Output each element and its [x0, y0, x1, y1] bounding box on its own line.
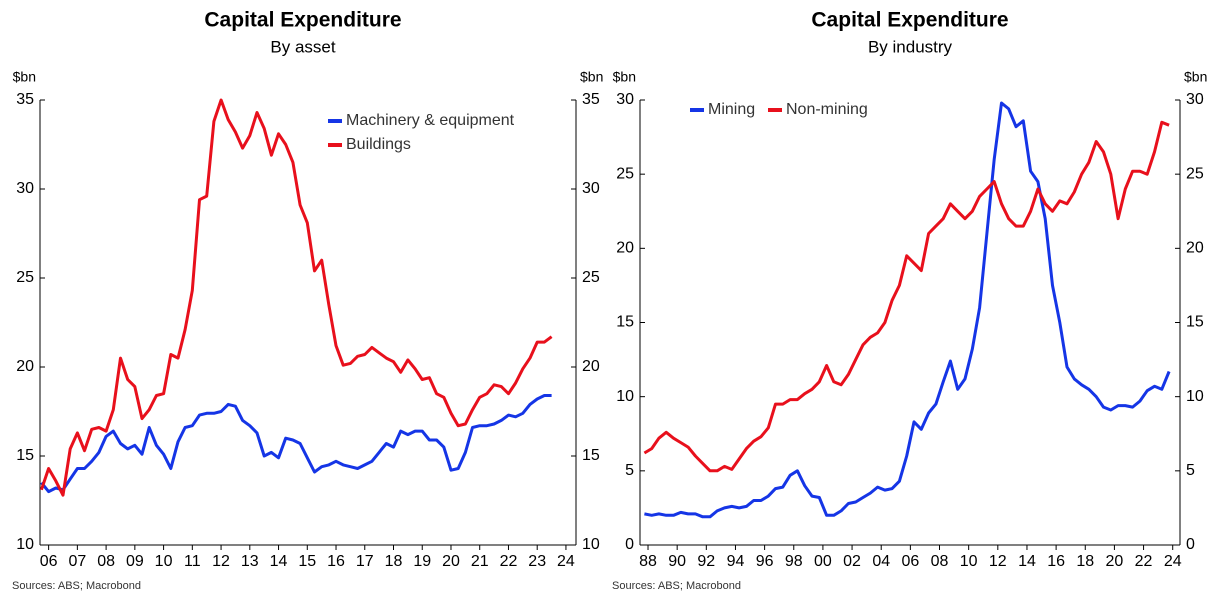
x-tick-label: 21 — [471, 553, 489, 570]
x-tick-label: 22 — [500, 553, 518, 570]
x-tick-label: 20 — [1106, 553, 1124, 570]
y-tick-label: 10 — [16, 536, 34, 553]
series-line — [644, 101, 1171, 519]
y2-tick-label: 20 — [582, 358, 600, 375]
x-tick-label: 14 — [1018, 553, 1036, 570]
x-tick-label: 19 — [413, 553, 431, 570]
y-tick-label: 25 — [616, 165, 634, 182]
legend-label: Non-mining — [786, 101, 868, 118]
x-tick-label: 90 — [668, 553, 686, 570]
x-tick-label: 09 — [126, 553, 144, 570]
x-tick-label: 18 — [385, 553, 403, 570]
y-tick-label: 25 — [16, 269, 34, 286]
source-note: Sources: ABS; Macrobond — [12, 580, 141, 592]
y2-tick-label: 5 — [1186, 462, 1195, 479]
x-tick-label: 10 — [155, 553, 173, 570]
y-tick-label: 0 — [625, 536, 634, 553]
chart-title: Capital Expenditure — [811, 9, 1008, 32]
y2-tick-label: 10 — [582, 536, 600, 553]
x-tick-label: 23 — [528, 553, 546, 570]
x-tick-label: 08 — [931, 553, 949, 570]
x-tick-label: 13 — [241, 553, 259, 570]
y2-tick-label: 30 — [1186, 91, 1204, 108]
x-tick-label: 00 — [814, 553, 832, 570]
x-tick-label: 07 — [68, 553, 86, 570]
y-tick-label: 15 — [16, 447, 34, 464]
legend-label: Machinery & equipment — [346, 112, 515, 129]
x-tick-label: 17 — [356, 553, 374, 570]
x-tick-label: 18 — [1076, 553, 1094, 570]
x-tick-label: 16 — [1047, 553, 1065, 570]
series-line — [39, 98, 553, 497]
series-line — [40, 394, 552, 494]
legend-label: Mining — [708, 101, 755, 118]
y-tick-label: 15 — [616, 314, 634, 331]
chart-subtitle: By industry — [868, 37, 953, 56]
y2-tick-label: 20 — [1186, 240, 1204, 257]
x-tick-label: 02 — [843, 553, 861, 570]
x-tick-label: 10 — [960, 553, 978, 570]
x-tick-label: 98 — [785, 553, 803, 570]
y-tick-label: 5 — [625, 462, 634, 479]
legend-label: Buildings — [346, 136, 411, 153]
y-tick-label: 30 — [616, 91, 634, 108]
x-tick-label: 16 — [327, 553, 345, 570]
x-tick-label: 12 — [212, 553, 230, 570]
chart-subtitle: By asset — [270, 37, 335, 56]
x-tick-label: 14 — [270, 553, 288, 570]
x-tick-label: 20 — [442, 553, 460, 570]
y2-tick-label: 15 — [1186, 314, 1204, 331]
y-tick-label: 20 — [16, 358, 34, 375]
y-axis-unit: $bn — [613, 69, 636, 85]
y2-tick-label: 0 — [1186, 536, 1195, 553]
chart-title: Capital Expenditure — [204, 9, 401, 32]
x-tick-label: 06 — [901, 553, 919, 570]
x-tick-label: 08 — [97, 553, 115, 570]
source-note: Sources: ABS; Macrobond — [612, 580, 741, 592]
y2-tick-label: 35 — [582, 91, 600, 108]
x-tick-label: 88 — [639, 553, 657, 570]
series-line — [643, 120, 1170, 473]
y2-tick-label: 25 — [1186, 165, 1204, 182]
x-tick-label: 24 — [1164, 553, 1182, 570]
x-tick-label: 12 — [989, 553, 1007, 570]
y2-tick-label: 15 — [582, 447, 600, 464]
y2-tick-label: 30 — [582, 180, 600, 197]
y-tick-label: 35 — [16, 91, 34, 108]
y2-tick-label: 10 — [1186, 388, 1204, 405]
x-tick-label: 06 — [40, 553, 58, 570]
y2-tick-label: 25 — [582, 269, 600, 286]
x-tick-label: 94 — [727, 553, 745, 570]
x-tick-label: 22 — [1135, 553, 1153, 570]
y-tick-label: 30 — [16, 180, 34, 197]
y-axis-unit: $bn — [13, 69, 36, 85]
x-tick-label: 24 — [557, 553, 575, 570]
y-tick-label: 20 — [616, 240, 634, 257]
y2-axis-unit: $bn — [1184, 69, 1207, 85]
x-tick-label: 96 — [756, 553, 774, 570]
x-tick-label: 15 — [298, 553, 316, 570]
x-tick-label: 92 — [697, 553, 715, 570]
y-tick-label: 10 — [616, 388, 634, 405]
x-tick-label: 11 — [184, 553, 201, 570]
y2-axis-unit: $bn — [580, 69, 603, 85]
x-tick-label: 04 — [872, 553, 890, 570]
